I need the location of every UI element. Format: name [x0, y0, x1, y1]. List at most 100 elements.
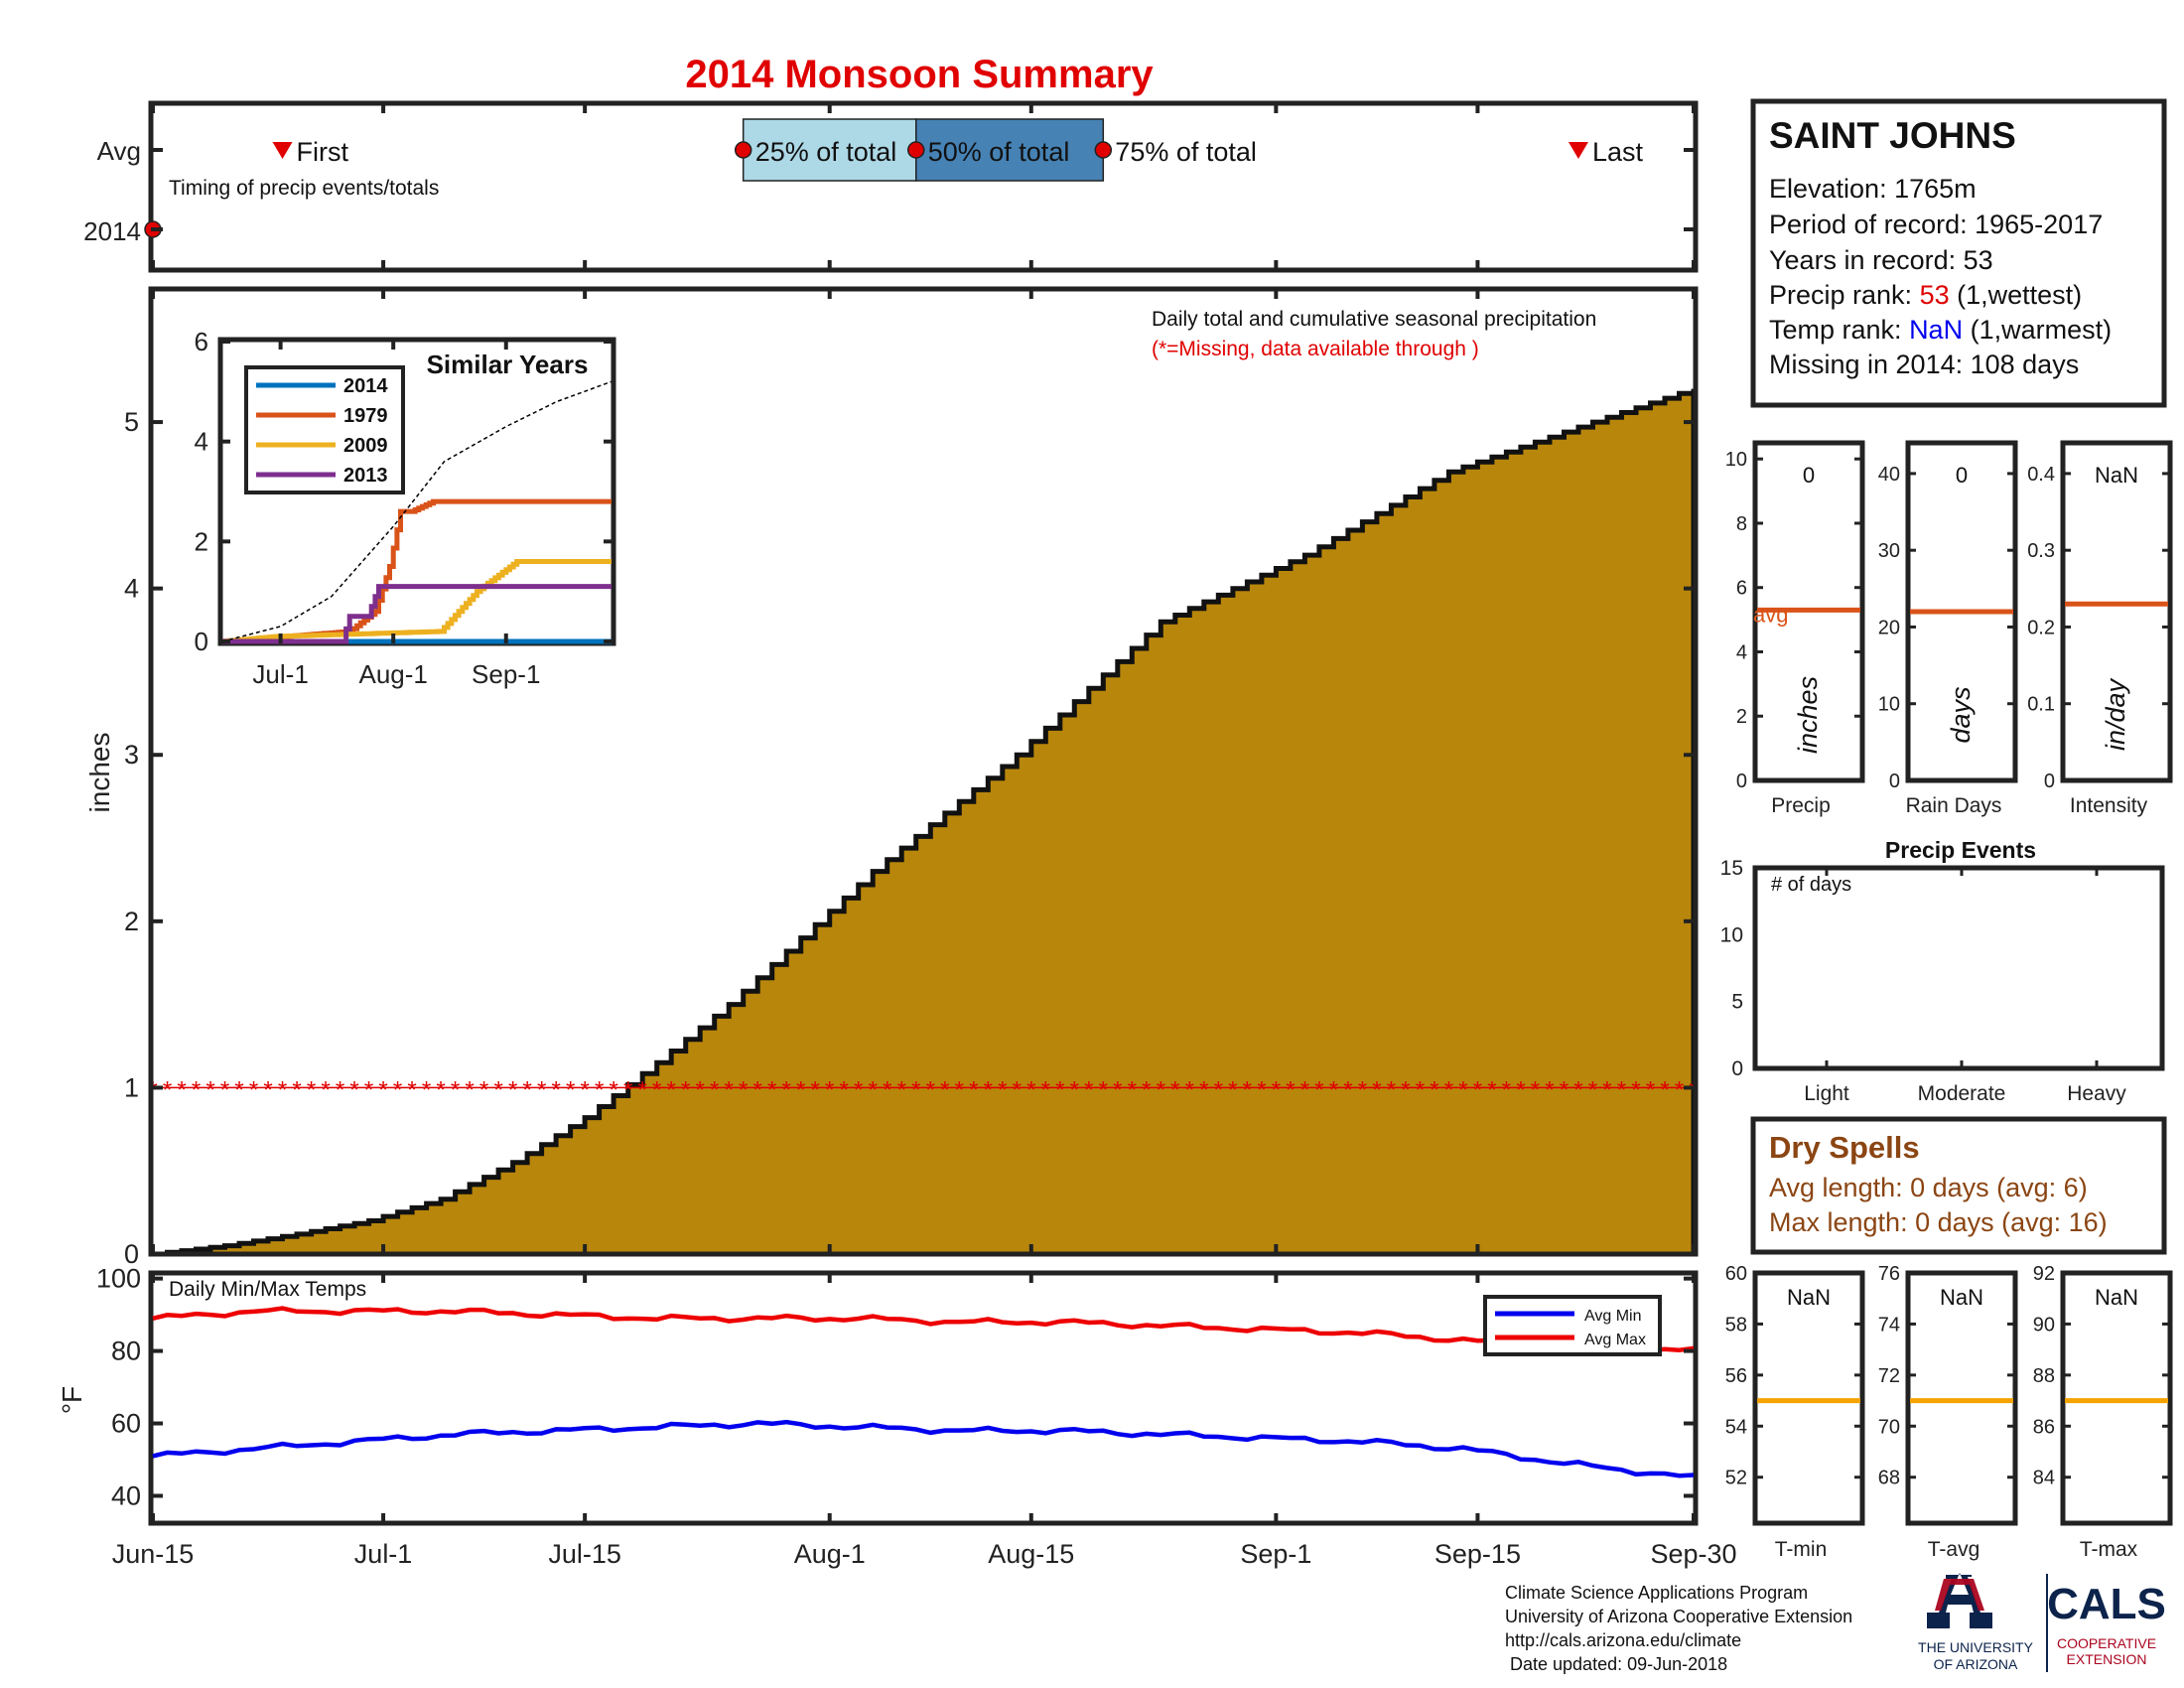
mini-temp-t-min: 52 54 56 58 60 NaN T-min: [1725, 1263, 1865, 1561]
mini-chart-unit-label: in/day: [2101, 677, 2130, 751]
missing-data-star: *: [969, 1076, 978, 1103]
mini-temp-y-tick-label: 68: [1878, 1468, 1900, 1489]
main-precip-panel: * * * * * * * * * * * * * * * * * * * * * * * * * * * * * * * * * * * * * * * *…: [84, 286, 1699, 1269]
temp-rank-value: NaN: [1909, 315, 1963, 345]
mini-temp-x-label: T-avg: [1928, 1538, 1980, 1561]
similar-years-legend: [244, 365, 405, 494]
missing-data-star: *: [1416, 1076, 1425, 1103]
missing-data-star: *: [192, 1076, 201, 1103]
missing-data-star: *: [955, 1076, 964, 1103]
station-precip-rank: Precip rank: 53 (1,wettest): [1769, 280, 2082, 310]
timing-caption: Timing of precip events/totals: [169, 177, 439, 200]
season-totals-panels: 0 2 4 6 8 10 0 inches Precip avg 0 10 20 30 40 0 days Rai…: [1725, 440, 2173, 817]
missing-data-star: *: [378, 1076, 387, 1103]
missing-data-star: *: [1401, 1076, 1410, 1103]
missing-data-star: *: [1055, 1076, 1064, 1103]
last-event-label: Last: [1592, 137, 1644, 167]
dry-spells-avg-length: Avg length: 0 days (avg: 6): [1769, 1173, 2088, 1202]
missing-data-star: *: [249, 1076, 258, 1103]
missing-data-star: *: [393, 1076, 402, 1103]
missing-data-star: *: [1487, 1076, 1496, 1103]
missing-data-star: *: [1243, 1076, 1252, 1103]
missing-data-star: *: [292, 1076, 301, 1103]
similar-years-legend-entries: 2014 1979 2009 2013: [256, 375, 388, 487]
date-tick-label: Jul-1: [354, 1539, 413, 1569]
mini-chart-x-label: Rain Days: [1906, 794, 2002, 817]
cals-logo-line1: COOPERATIVE: [2057, 1635, 2156, 1651]
cals-logo-line2: EXTENSION: [2067, 1651, 2147, 1667]
missing-data-star: *: [883, 1076, 891, 1103]
mini-chart-y-tick-label: 10: [1725, 449, 1747, 471]
station-years: Years in record: 53: [1769, 245, 1993, 275]
legend-avg-max-label: Avg Max: [1584, 1332, 1646, 1348]
missing-data-star: *: [1458, 1076, 1467, 1103]
date-tick-label: Aug-1: [794, 1539, 866, 1569]
ua-logo-line2: OF ARIZONA: [1934, 1656, 2018, 1672]
missing-data-star: *: [782, 1076, 791, 1103]
missing-data-star: *: [1602, 1076, 1611, 1103]
mini-chart-x-label: Precip: [1771, 794, 1831, 817]
missing-data-star: *: [1286, 1076, 1295, 1103]
missing-data-note: (*=Missing, data available through ): [1152, 338, 1479, 360]
missing-data-markers: * * * * * * * * * * * * * * * * * * * * * * * * * * * * * * * * * * * * * * * *…: [148, 1076, 1698, 1103]
missing-data-star: *: [1343, 1076, 1352, 1103]
mini-chart-y-tick-label: 0.2: [2027, 617, 2055, 638]
events-y-tick-label: 5: [1731, 991, 1743, 1014]
missing-data-star: *: [940, 1076, 949, 1103]
missing-data-star: *: [811, 1076, 820, 1103]
mini-temp-y-tick-label: 74: [1878, 1314, 1900, 1336]
mini-chart-y-tick-label: 0: [2044, 771, 2055, 792]
inset-y-tick-label: 4: [195, 427, 208, 457]
mini-chart-y-tick-label: 0.4: [2027, 464, 2055, 486]
mini-temp-y-tick-label: 76: [1878, 1263, 1900, 1285]
similar-years-title: Similar Years: [427, 350, 589, 379]
mini-chart-avg-label: avg: [1753, 602, 1788, 627]
missing-data-star: *: [205, 1076, 214, 1103]
missing-data-star: *: [1573, 1076, 1582, 1103]
missing-data-star: *: [1329, 1076, 1338, 1103]
mini-temp-y-tick-label: 52: [1725, 1468, 1747, 1489]
legend-label-2014: 2014: [343, 375, 388, 397]
missing-data-star: *: [1588, 1076, 1597, 1103]
footer-institution: University of Arizona Cooperative Extens…: [1505, 1607, 1852, 1626]
temperature-panel: 40 60 80 100 Daily Min/Max Temps °F Avg Min…: [57, 1264, 1699, 1526]
missing-data-star: *: [163, 1076, 172, 1103]
footer-url: http://cals.arizona.edu/climate: [1505, 1630, 1741, 1650]
mini-temp-t-max: 84 86 88 90 92 NaN T-max: [2033, 1263, 2173, 1561]
events-y-tick-label: 0: [1731, 1057, 1743, 1080]
percentile-25-label: 25% of total: [755, 137, 897, 167]
missing-data-star: *: [321, 1076, 330, 1103]
missing-data-star: *: [1157, 1076, 1165, 1103]
legend-avg-min-label: Avg Min: [1584, 1308, 1642, 1325]
last-event-marker-icon: [1568, 142, 1588, 159]
missing-data-star: *: [465, 1076, 474, 1103]
missing-data-star: *: [479, 1076, 488, 1103]
mini-chart-y-tick-label: 0: [1736, 771, 1747, 792]
missing-data-star: *: [1228, 1076, 1237, 1103]
timing-tick-marks: [151, 103, 1696, 270]
mini-temp-y-tick-label: 72: [1878, 1365, 1900, 1387]
missing-data-star: *: [307, 1076, 316, 1103]
temperature-y-axis: 40 60 80 100: [96, 1264, 1696, 1510]
missing-data-star: *: [451, 1076, 460, 1103]
season-temperature-panels: 52 54 56 58 60 NaN T-min 68 70 72 74 76 NaN T-avg 84 86…: [1725, 1263, 2173, 1561]
date-tick-label: Aug-15: [988, 1539, 1074, 1569]
events-category-label: Heavy: [2067, 1082, 2126, 1105]
temp-y-tick-label: 60: [111, 1409, 141, 1439]
mini-chart-y-tick-label: 8: [1736, 513, 1747, 535]
missing-data-star: *: [753, 1076, 762, 1103]
percentile-25-marker: [734, 141, 752, 159]
missing-data-star: *: [1516, 1076, 1525, 1103]
station-temp-rank: Temp rank: NaN (1,warmest): [1769, 315, 2112, 345]
mini-temp-y-tick-label: 56: [1725, 1365, 1747, 1387]
main-y-axis: 0 1 2 3 4 5: [124, 407, 1696, 1269]
mini-temp-y-tick-label: 58: [1725, 1314, 1747, 1336]
main-y-axis-label: inches: [84, 733, 115, 813]
missing-data-star: *: [1199, 1076, 1208, 1103]
mini-temp-value: NaN: [1787, 1285, 1831, 1310]
mini-chart-y-tick-label: 0.3: [2027, 540, 2055, 562]
missing-data-star: *: [436, 1076, 445, 1103]
missing-data-star: *: [869, 1076, 878, 1103]
date-tick-label: Sep-30: [1650, 1539, 1736, 1569]
footer: Climate Science Applications Program Uni…: [1505, 1583, 1852, 1674]
